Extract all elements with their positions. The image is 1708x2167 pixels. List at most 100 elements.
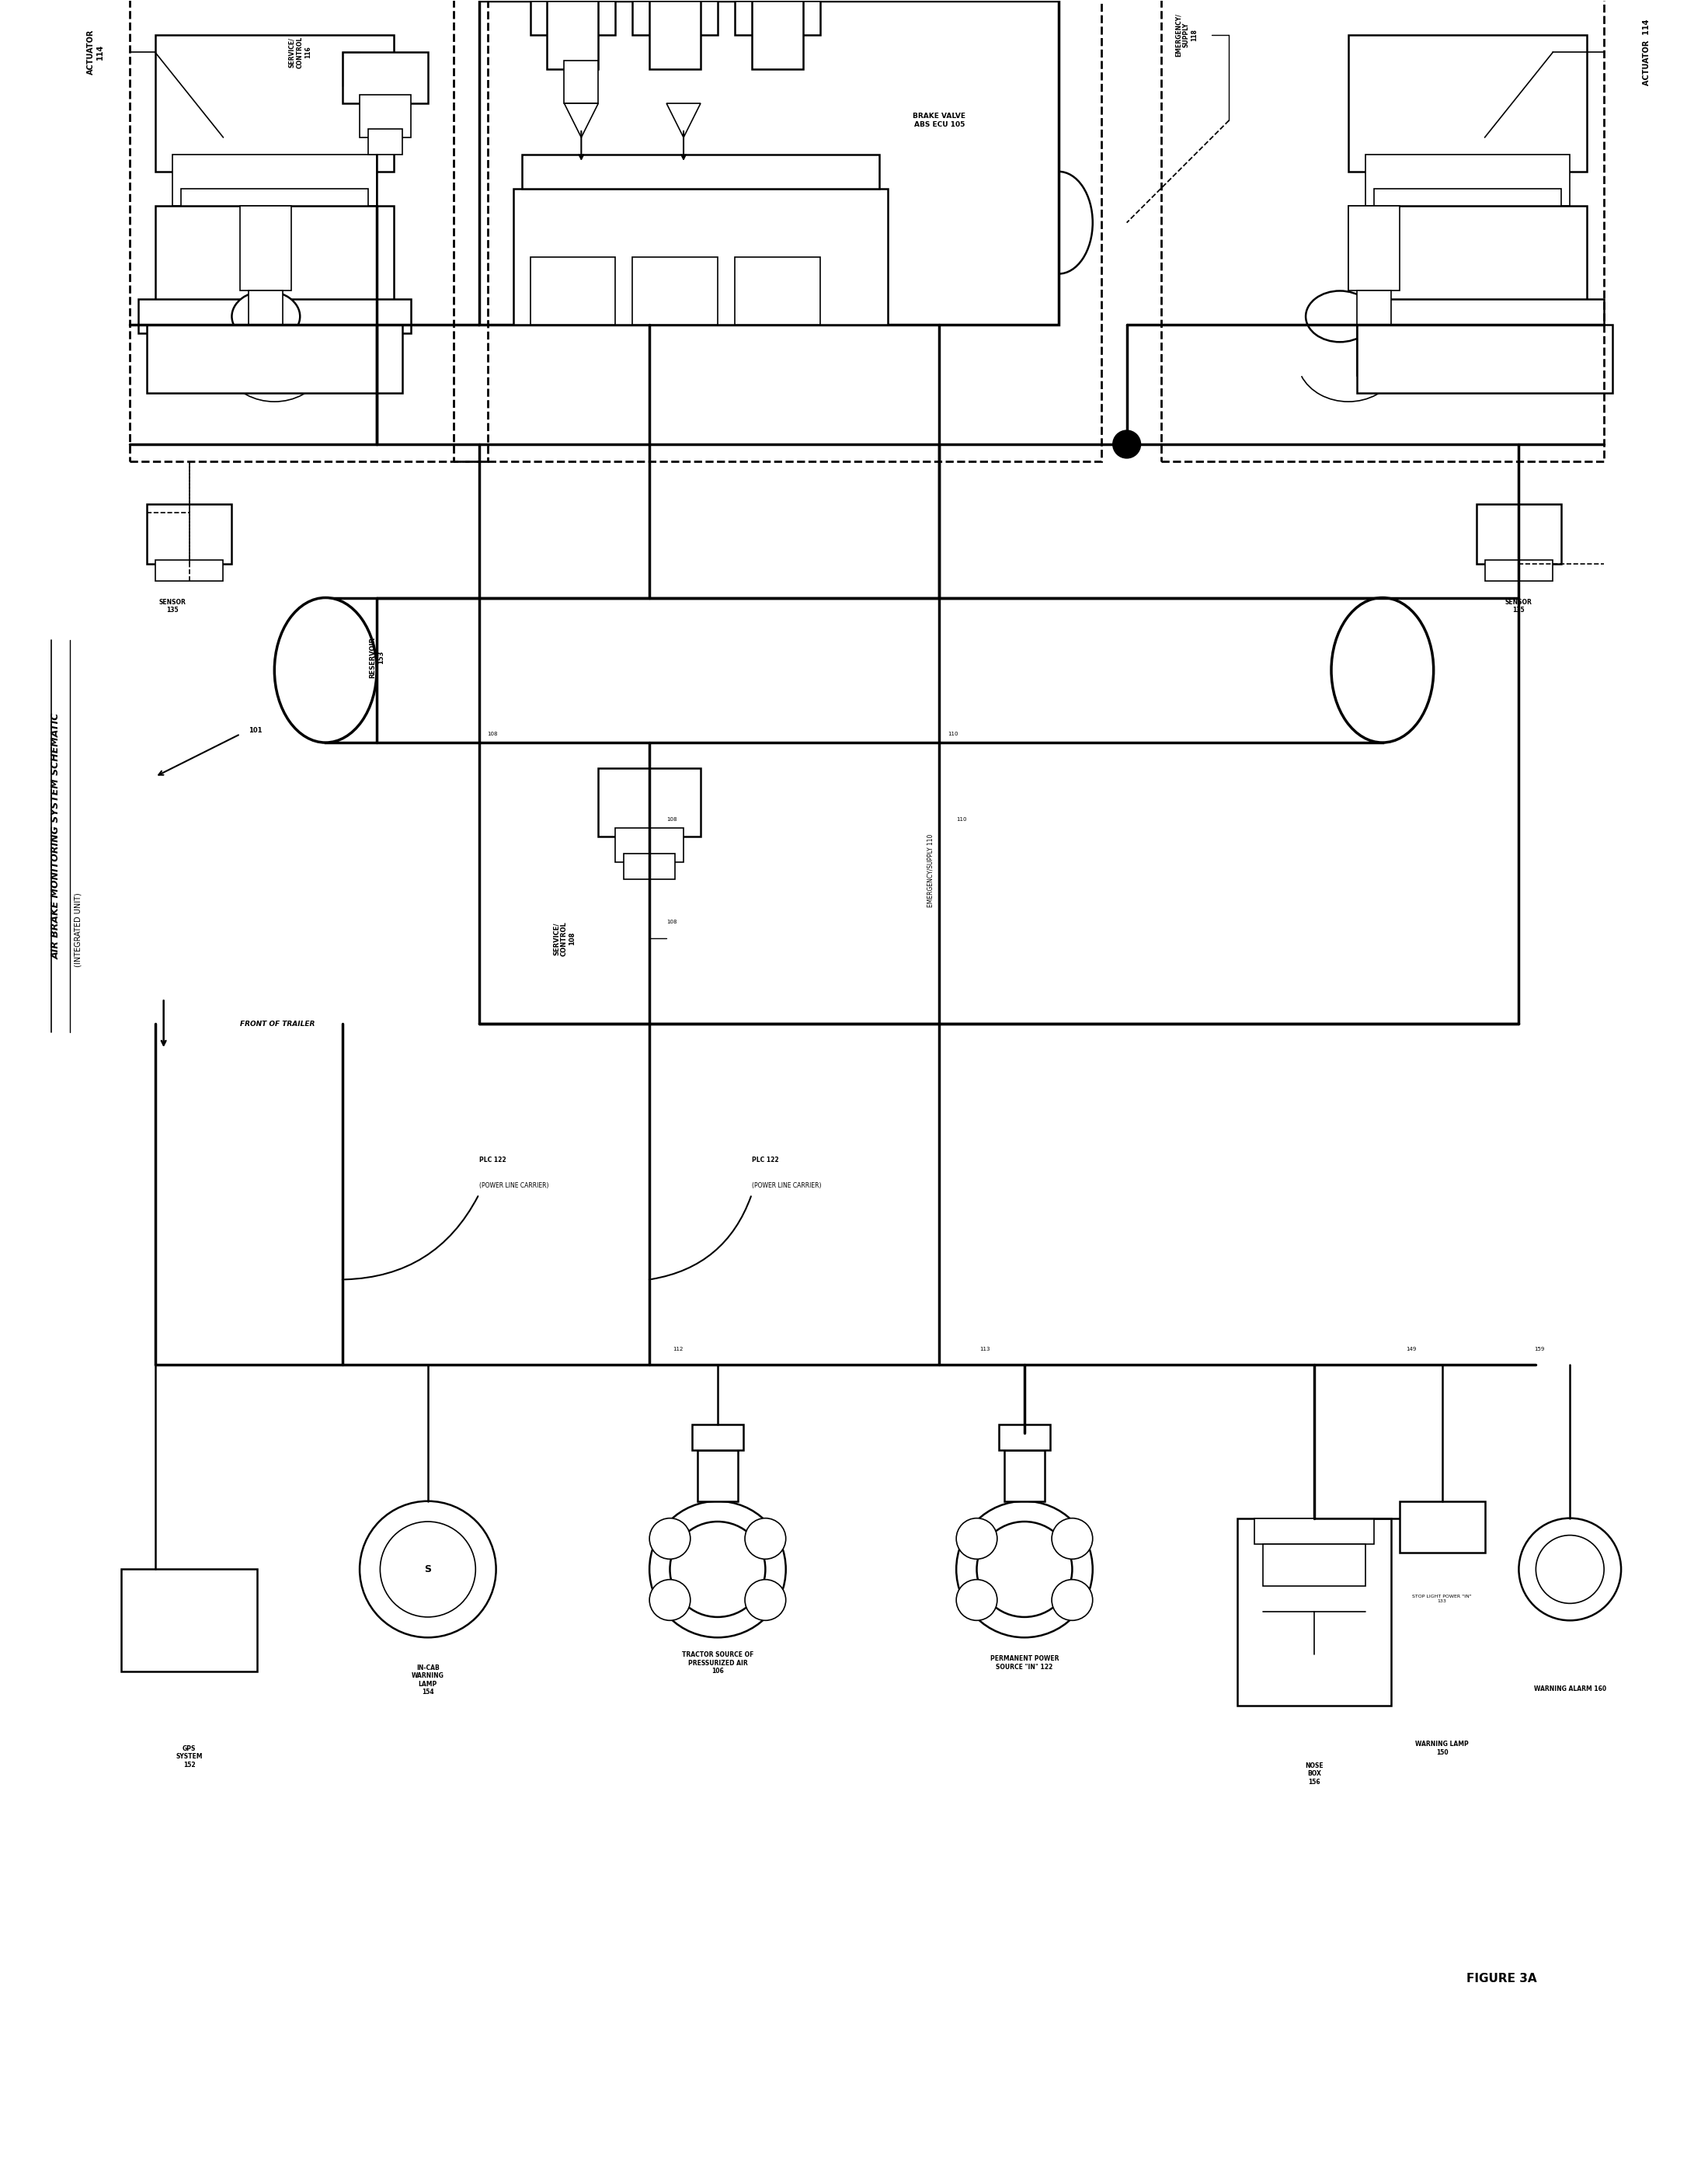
Text: (INTEGRATED UNIT): (INTEGRATED UNIT) — [75, 893, 82, 966]
Text: 113: 113 — [980, 1346, 991, 1350]
Bar — [453, 0, 1102, 462]
Bar — [734, 0, 820, 35]
Circle shape — [649, 1502, 786, 1638]
Circle shape — [360, 1502, 495, 1638]
Bar — [343, 52, 427, 104]
Ellipse shape — [275, 598, 377, 743]
Text: (POWER LINE CARRIER): (POWER LINE CARRIER) — [478, 1183, 548, 1190]
Text: EMERGENCY/SUPPLY 110: EMERGENCY/SUPPLY 110 — [927, 834, 934, 908]
Text: WARNING ALARM 160: WARNING ALARM 160 — [1534, 1686, 1606, 1692]
Text: BRAKE VALVE
ABS ECU 105: BRAKE VALVE ABS ECU 105 — [912, 113, 965, 128]
Bar — [478, 0, 1059, 325]
Circle shape — [1114, 431, 1141, 457]
Bar — [692, 1424, 743, 1450]
Bar — [1264, 1543, 1365, 1586]
Bar — [241, 206, 292, 290]
Text: NOSE
BOX
156: NOSE BOX 156 — [1305, 1762, 1324, 1786]
Bar — [1356, 290, 1390, 377]
Bar — [649, 0, 700, 69]
Text: PLC 122: PLC 122 — [752, 1157, 779, 1164]
Text: 110: 110 — [948, 732, 958, 737]
Bar — [1331, 299, 1604, 334]
Bar — [1399, 1502, 1484, 1552]
Text: WARNING LAMP
150: WARNING LAMP 150 — [1416, 1740, 1469, 1755]
Ellipse shape — [232, 290, 301, 342]
Text: FRONT OF TRAILER: FRONT OF TRAILER — [241, 1021, 316, 1027]
Bar — [752, 0, 803, 69]
Circle shape — [977, 1521, 1073, 1617]
Text: FIGURE 3A: FIGURE 3A — [1467, 1972, 1537, 1985]
Text: 108: 108 — [666, 817, 676, 821]
Bar — [360, 95, 412, 137]
Bar — [564, 61, 598, 104]
Circle shape — [745, 1580, 786, 1621]
Text: SERVICE/
CONTROL
116: SERVICE/ CONTROL 116 — [289, 37, 311, 67]
Bar — [369, 128, 403, 154]
Bar — [1004, 1450, 1045, 1502]
Bar — [1365, 154, 1570, 206]
Text: 149: 149 — [1406, 1346, 1416, 1350]
Text: 108: 108 — [487, 732, 499, 737]
Bar — [326, 598, 1382, 743]
Text: SENSOR
135: SENSOR 135 — [159, 598, 186, 613]
Bar — [1255, 1519, 1373, 1543]
Ellipse shape — [1331, 598, 1433, 743]
Bar — [1238, 1519, 1390, 1705]
Bar — [1476, 505, 1561, 563]
Text: 101: 101 — [249, 728, 263, 735]
Text: STOP LIGHT POWER "IN"
133: STOP LIGHT POWER "IN" 133 — [1413, 1595, 1472, 1604]
Bar — [521, 154, 880, 189]
Circle shape — [381, 1521, 475, 1617]
Bar — [632, 0, 717, 35]
Text: 108: 108 — [666, 919, 676, 923]
Text: 159: 159 — [1534, 1346, 1544, 1350]
Polygon shape — [666, 104, 700, 137]
Text: (POWER LINE CARRIER): (POWER LINE CARRIER) — [752, 1183, 822, 1190]
Text: IN-CAB
WARNING
LAMP
154: IN-CAB WARNING LAMP 154 — [412, 1664, 444, 1697]
Bar — [1161, 0, 1604, 462]
Text: GPS
SYSTEM
152: GPS SYSTEM 152 — [176, 1744, 203, 1768]
Bar — [155, 206, 395, 308]
Bar — [1356, 325, 1612, 392]
Bar — [121, 1569, 258, 1671]
Text: 112: 112 — [673, 1346, 683, 1350]
Circle shape — [745, 1519, 786, 1558]
Bar — [1348, 206, 1399, 290]
Bar — [181, 189, 369, 241]
Circle shape — [1052, 1580, 1093, 1621]
Bar — [547, 0, 598, 69]
Bar — [130, 0, 487, 462]
Bar — [615, 828, 683, 862]
Circle shape — [1518, 1519, 1621, 1621]
Bar — [173, 154, 377, 206]
Circle shape — [956, 1519, 997, 1558]
Circle shape — [670, 1521, 765, 1617]
Bar — [512, 189, 888, 325]
Bar — [999, 1424, 1050, 1450]
Ellipse shape — [1305, 290, 1373, 342]
Text: ACTUATOR  114: ACTUATOR 114 — [1643, 20, 1650, 85]
Bar — [623, 854, 675, 880]
Circle shape — [649, 1580, 690, 1621]
Text: SENSOR
135: SENSOR 135 — [1505, 598, 1532, 613]
Bar — [1348, 206, 1587, 308]
Circle shape — [1052, 1519, 1093, 1558]
Circle shape — [956, 1580, 997, 1621]
Bar — [1484, 561, 1553, 581]
Polygon shape — [555, 69, 589, 104]
Text: PLC 122: PLC 122 — [478, 1157, 506, 1164]
Bar — [529, 256, 615, 325]
Polygon shape — [564, 104, 598, 137]
Text: S: S — [424, 1565, 432, 1575]
Text: TRACTOR SOURCE OF
PRESSURIZED AIR
106: TRACTOR SOURCE OF PRESSURIZED AIR 106 — [681, 1651, 753, 1675]
Text: SERVICE/
CONTROL
108: SERVICE/ CONTROL 108 — [553, 921, 576, 956]
Bar — [1373, 189, 1561, 241]
Text: AIR BRAKE MONITORING SYSTEM SCHEMATIC: AIR BRAKE MONITORING SYSTEM SCHEMATIC — [51, 713, 61, 960]
Text: 110: 110 — [956, 817, 967, 821]
Bar — [1348, 35, 1587, 171]
Bar — [598, 767, 700, 836]
Bar — [249, 290, 284, 377]
Bar — [155, 35, 395, 171]
Circle shape — [649, 1519, 690, 1558]
Circle shape — [1535, 1534, 1604, 1604]
